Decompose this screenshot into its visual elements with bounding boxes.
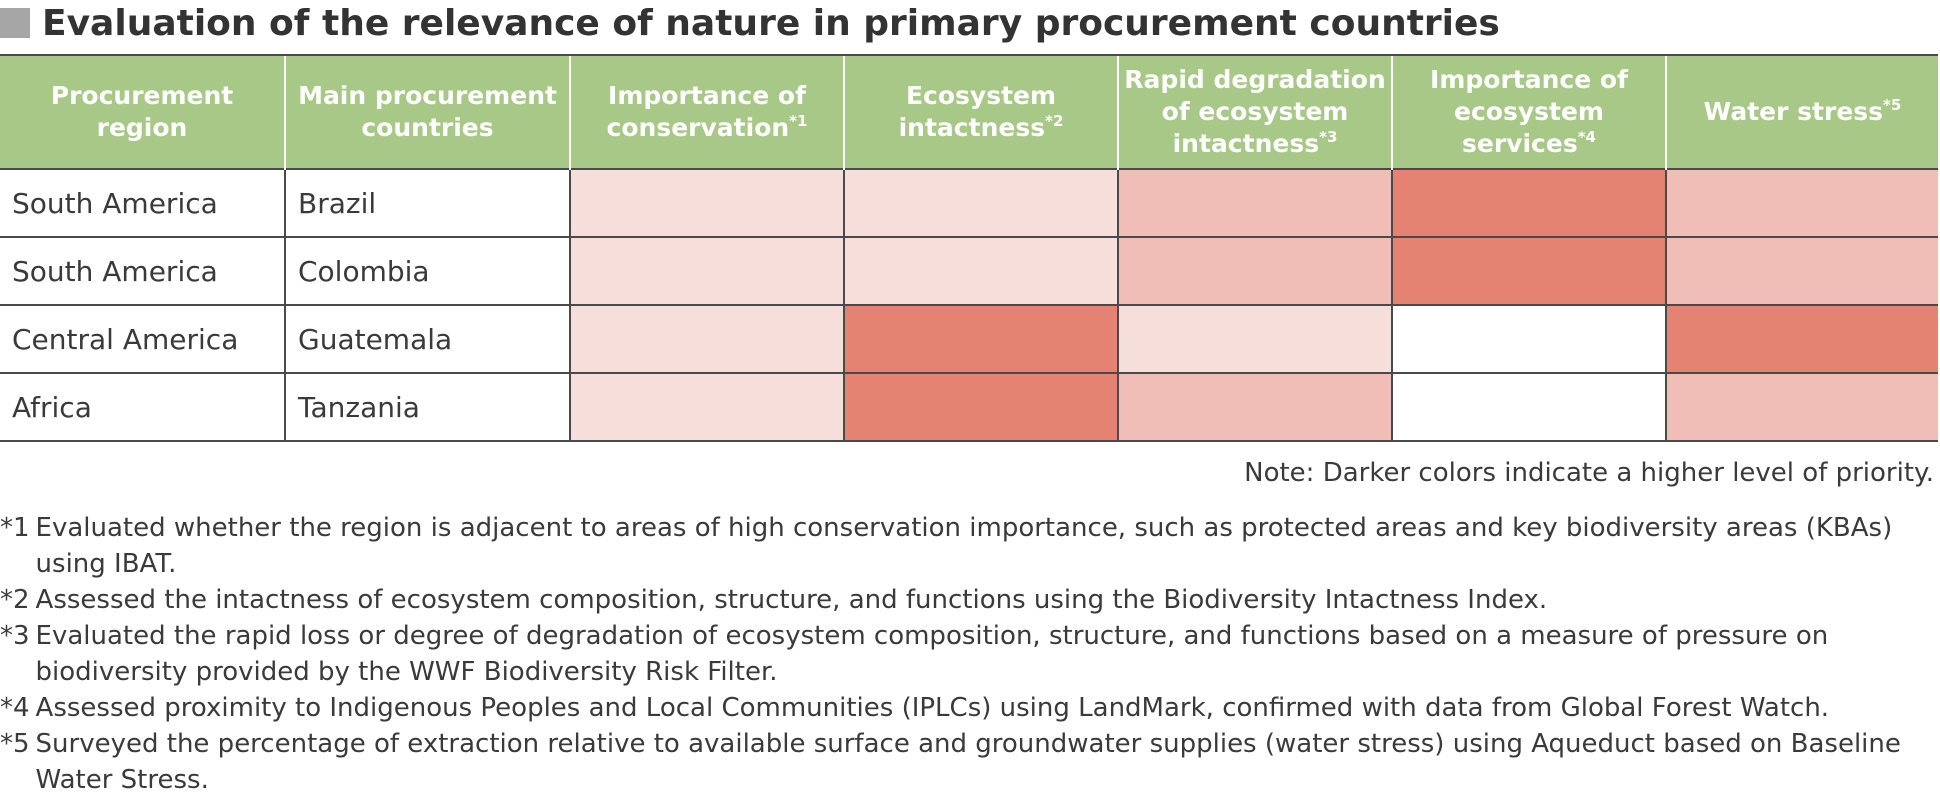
footnote-mark: *1 [0,513,30,543]
col-header-label: Importance of conservation [606,81,806,142]
level-cell [1665,304,1938,373]
col-header-degradation: Rapid degradation of ecosystem intactnes… [1117,54,1392,169]
table-row: Africa Tanzania [0,372,1938,442]
table-row: South America Colombia [0,236,1938,305]
level-cell [569,168,844,237]
title-row: Evaluation of the relevance of nature in… [0,2,1500,44]
footnote-text: Evaluated whether the region is adjacent… [35,513,1893,579]
title-marker [0,8,30,38]
page-title: Evaluation of the relevance of nature in… [42,2,1500,44]
footnote-text: Surveyed the percentage of extraction re… [35,729,1901,795]
col-header-label: Water stress [1703,97,1884,126]
col-header-label: Rapid degradation of ecosystem intactnes… [1124,65,1386,158]
country-cell: Colombia [284,236,570,305]
col-header-ecosystem-services: Importance of ecosystem services*4 [1391,54,1666,169]
level-cell [1391,236,1666,305]
country-cell: Tanzania [284,372,570,442]
footnotes: *1 Evaluated whether the region is adjac… [0,510,1935,798]
footnote-mark: *5 [0,729,30,759]
footnote-ref: *1 [789,112,808,130]
footnote-text: Evaluated the rapid loss or degree of de… [35,621,1829,687]
footnote-mark: *3 [0,621,30,651]
table-row: Central America Guatemala [0,304,1938,373]
col-header-label: Importance of ecosystem services [1430,65,1628,158]
region-cell: South America [0,168,285,237]
level-cell [843,372,1118,442]
col-header-label: Main procurement countries [298,81,557,142]
footnote-item: *1 Evaluated whether the region is adjac… [0,510,1935,582]
header-row: Procurement region Main procurement coun… [0,54,1938,169]
level-cell [569,236,844,305]
footnote-item: *5 Surveyed the percentage of extraction… [0,726,1935,798]
footnote-ref: *2 [1045,112,1064,130]
country-cell: Brazil [284,168,570,237]
level-cell [1117,236,1392,305]
level-cell [1117,168,1392,237]
level-cell [1665,372,1938,442]
col-header-water-stress: Water stress*5 [1665,54,1938,169]
region-cell: Central America [0,304,285,373]
level-cell [1665,236,1938,305]
col-header-intactness: Ecosystem intactness*2 [843,54,1118,169]
level-cell [569,304,844,373]
footnote-item: *3 Evaluated the rapid loss or degree of… [0,618,1935,690]
level-cell [1391,304,1666,373]
level-cell [1391,168,1666,237]
priority-table: Procurement region Main procurement coun… [0,54,1938,442]
region-cell: South America [0,236,285,305]
footnote-text: Assessed the intactness of ecosystem com… [35,585,1548,615]
col-header-conservation: Importance of conservation*1 [569,54,844,169]
col-header-region: Procurement region [0,54,285,169]
footnote-item: *4 Assessed proximity to Indigenous Peop… [0,690,1935,726]
level-cell [843,236,1118,305]
footnote-item: *2 Assessed the intactness of ecosystem … [0,582,1935,618]
level-cell [1665,168,1938,237]
level-cell [1117,304,1392,373]
footnote-ref: *5 [1883,96,1902,114]
level-cell [1391,372,1666,442]
table-row: South America Brazil [0,168,1938,237]
region-cell: Africa [0,372,285,442]
level-cell [569,372,844,442]
col-header-countries: Main procurement countries [284,54,570,169]
level-cell [843,168,1118,237]
priority-note: Note: Darker colors indicate a higher le… [1244,458,1934,488]
footnote-mark: *4 [0,693,30,723]
col-header-label: Ecosystem intactness [898,81,1057,142]
level-cell [843,304,1118,373]
col-header-label: Procurement region [50,81,234,142]
footnote-ref: *3 [1319,128,1338,146]
footnote-text: Assessed proximity to Indigenous Peoples… [35,693,1830,723]
country-cell: Guatemala [284,304,570,373]
footnote-ref: *4 [1577,128,1596,146]
level-cell [1117,372,1392,442]
footnote-mark: *2 [0,585,30,615]
